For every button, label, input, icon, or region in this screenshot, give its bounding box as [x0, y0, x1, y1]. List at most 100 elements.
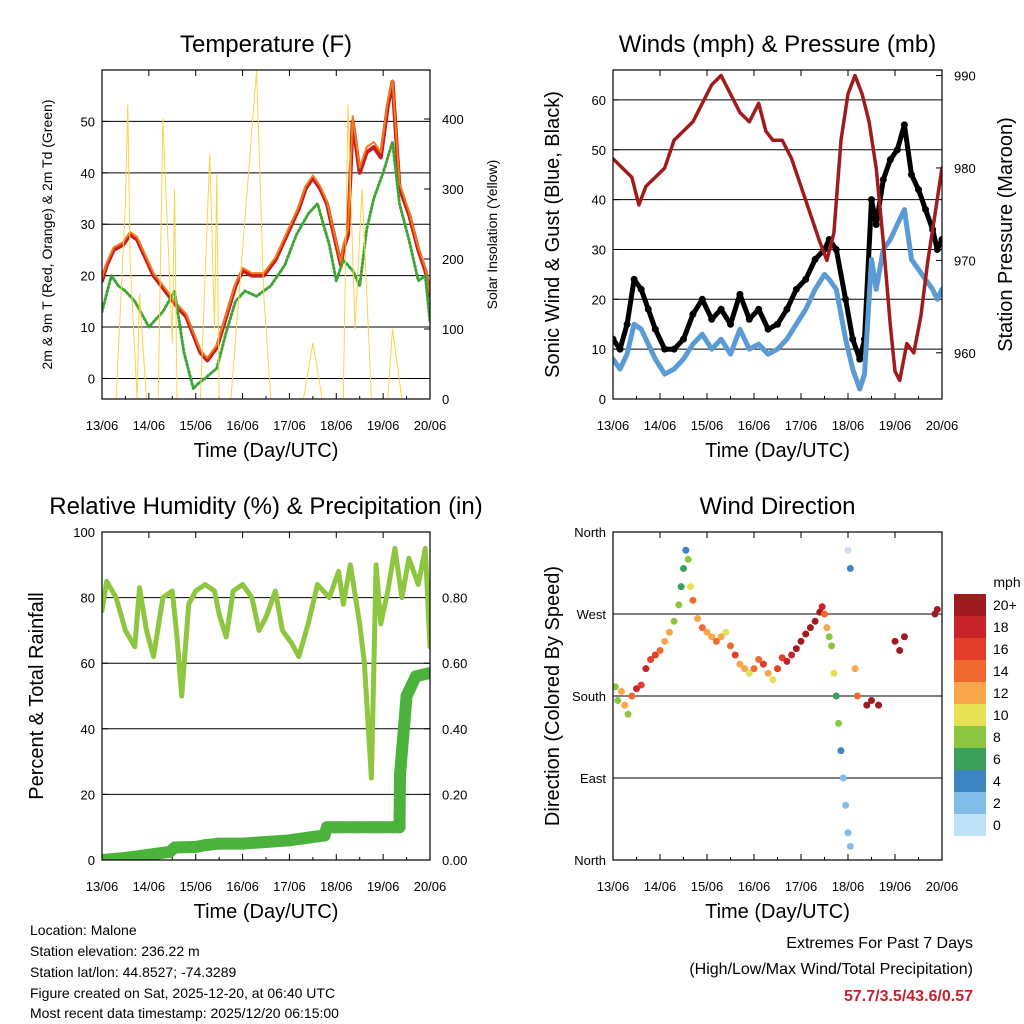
direction-point	[830, 669, 838, 677]
x-tick-label: 13/06	[597, 418, 630, 433]
x-tick-label: 19/06	[879, 418, 912, 433]
direction-point	[689, 596, 697, 604]
y-tick-label: 60	[592, 93, 606, 108]
x-tick-label: 19/06	[879, 879, 912, 894]
x-tick-label: 13/06	[86, 879, 119, 894]
gust-point	[637, 285, 645, 293]
series-2m-t	[102, 79, 430, 363]
x-tick-label: 13/06	[86, 418, 119, 433]
y-tick-label: 40	[81, 722, 95, 737]
direction-point	[764, 669, 772, 677]
y-tick-label: North	[574, 853, 606, 868]
colorbar-swatch	[954, 638, 986, 660]
series-9m-t	[102, 79, 430, 359]
y2-tick-label: 970	[954, 253, 976, 268]
gust-point	[868, 196, 875, 204]
direction-point	[933, 605, 941, 613]
wind-speed-colorbar: mph 20+ 18 16 14 12 10 8 6 4 2 0	[954, 574, 1021, 836]
precip-point	[236, 837, 249, 850]
direction-point	[811, 617, 819, 625]
gust-point	[938, 235, 942, 243]
x-tick-label: 18/06	[832, 879, 865, 894]
colorbar-swatch	[954, 770, 986, 792]
y-tick-label: West	[577, 607, 607, 622]
x-tick-label: 14/06	[133, 418, 166, 433]
direction-point	[614, 697, 622, 705]
x-tick-label: 17/06	[785, 879, 818, 894]
direction-point	[675, 601, 683, 609]
y-tick-label: 50	[81, 114, 95, 129]
direction-point	[670, 617, 678, 625]
direction-point	[891, 637, 899, 645]
y2-tick-label: 980	[954, 161, 976, 176]
y-tick-label: 20	[592, 292, 606, 307]
direction-point	[722, 628, 730, 636]
direction-point	[741, 665, 749, 673]
direction-point	[853, 692, 861, 700]
y-axis-label: 2m & 9m T (Red, Orange) & 2m Td (Green)	[39, 100, 55, 370]
direction-point	[851, 665, 859, 673]
y2-tick-label: 400	[442, 112, 464, 127]
gust-point	[727, 320, 734, 328]
extremes-title: Extremes For Past 7 Days	[786, 935, 973, 952]
precip-point	[377, 821, 390, 834]
plot-area	[613, 546, 941, 850]
y2-tick-label: 960	[954, 346, 976, 361]
y-tick-label: 40	[81, 166, 95, 181]
x-tick-label: 16/06	[226, 418, 259, 433]
direction-point	[832, 692, 840, 700]
direction-point	[642, 665, 650, 673]
y2-tick-label: 0.80	[442, 591, 467, 606]
y-tick-label: 40	[592, 193, 606, 208]
plot-frame	[612, 69, 943, 400]
precip-point	[283, 834, 296, 847]
y2-tick-label: 300	[442, 182, 464, 197]
plot-frame	[101, 531, 431, 861]
gust-point	[745, 315, 753, 323]
gust-point	[922, 206, 930, 214]
wind-direction-panel: Wind Direction Time (Day/UTC) 13/06 14/06 15…	[542, 493, 958, 923]
x-tick-label: 16/06	[738, 418, 771, 433]
gust-point	[907, 171, 915, 179]
plot-frame	[612, 531, 943, 861]
direction-point	[708, 633, 716, 641]
gust-point	[661, 345, 669, 353]
x-tick-label: 16/06	[738, 879, 771, 894]
direction-point	[684, 555, 692, 563]
x-tick-label: 14/06	[644, 879, 677, 894]
direction-point	[868, 697, 875, 705]
gust-point	[708, 315, 716, 323]
x-tick-label: 13/06	[597, 879, 630, 894]
y2-tick-label: 200	[442, 252, 464, 267]
colorbar-label: 20+	[993, 597, 1017, 613]
gust-point	[886, 156, 894, 164]
winds-pressure-panel: Winds (mph) & Pressure (mb) Time (Day/UTC…	[542, 31, 1017, 462]
precip-point	[365, 821, 378, 834]
colorbar-label: 2	[993, 795, 1001, 811]
colorbar-swatch	[954, 726, 986, 748]
precip-point	[424, 667, 430, 680]
gust-point	[736, 290, 744, 298]
y-tick-label: 30	[81, 217, 95, 232]
gust-point	[613, 335, 617, 343]
x-axis-label: Time (Day/UTC)	[705, 901, 850, 923]
direction-point	[769, 676, 777, 684]
y2-tick-label: 0.60	[442, 656, 467, 671]
precip-point	[409, 670, 422, 683]
direction-point	[839, 774, 847, 782]
x-tick-label: 19/06	[367, 879, 400, 894]
y2-axis-label: Station Pressure (Maroon)	[995, 117, 1017, 352]
gust-point	[670, 345, 678, 353]
y-tick-label: 60	[81, 656, 95, 671]
direction-point	[651, 651, 659, 659]
precip-point	[394, 768, 407, 781]
precip-point	[400, 690, 413, 702]
colorbar-label: 8	[993, 729, 1001, 745]
footer-elevation: Station elevation: 236.22 m	[30, 943, 200, 959]
gust-point	[879, 176, 887, 184]
precip-point	[260, 835, 272, 848]
precip-point	[152, 847, 165, 860]
direction-point	[797, 637, 805, 645]
series-2m-td	[102, 140, 430, 391]
y2-tick-label: 0.40	[442, 722, 467, 737]
